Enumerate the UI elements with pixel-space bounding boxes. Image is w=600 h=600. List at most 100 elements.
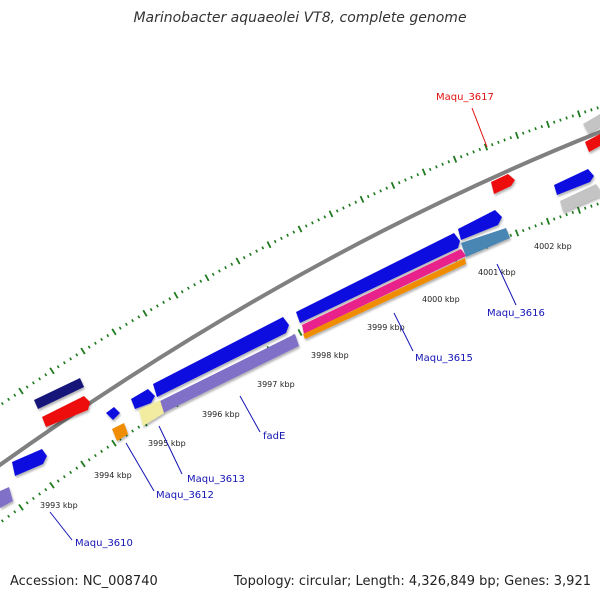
outer-rail-tick (118, 326, 122, 330)
outer-rail-tick (124, 322, 128, 326)
inner-rail-tick (552, 217, 556, 221)
outer-rail-tick (435, 165, 438, 169)
outer-rail-tick (31, 381, 35, 385)
leader-maqu-3613 (158, 425, 183, 475)
outer-rail-tick (528, 129, 531, 133)
outer-rail-tick (280, 236, 283, 240)
gene-red-left (42, 396, 90, 427)
inner-rail-tick (571, 210, 575, 215)
outer-rail-tick (410, 175, 413, 179)
gene-blue-large-1 (296, 233, 460, 323)
outer-rail-tick (571, 114, 575, 118)
outer-rail-tick (546, 120, 550, 128)
inner-rail-tick (0, 519, 4, 523)
outer-rail-tick (100, 337, 104, 342)
inner-rail-tick (131, 429, 135, 433)
kbp-label-3994: 3994 kbp (94, 471, 132, 480)
outer-rail-tick (49, 367, 55, 375)
leader-maqu-3615 (393, 312, 414, 352)
outer-rail-tick (540, 124, 544, 129)
outer-rail-tick (447, 160, 451, 164)
kbp-label-3999: 3999 kbp (367, 323, 405, 332)
outer-rail-tick (261, 246, 265, 250)
inner-rail-tick (590, 204, 593, 208)
outer-rail-tick (180, 290, 184, 294)
outer-rail-tick (483, 143, 489, 151)
outer-rail-tick (348, 203, 351, 207)
outer-rail-tick (168, 297, 172, 301)
outer-rail-tick (255, 249, 258, 253)
outer-rail-tick (292, 230, 296, 234)
gene-maqu-3615-orange (303, 258, 466, 339)
outer-rail-tick (328, 210, 334, 218)
outer-rail-tick (75, 353, 79, 357)
outer-tick-rail (0, 106, 599, 406)
inner-rail-tick (137, 425, 141, 429)
gene-label-fadE: fadE (263, 431, 285, 442)
outer-rail-tick (416, 173, 420, 177)
outer-rail-tick (218, 269, 221, 273)
outer-rail-tick (584, 110, 587, 114)
outer-rail-tick (25, 385, 29, 389)
outer-rail-tick (93, 341, 97, 345)
outer-rail-tick (44, 373, 48, 377)
outer-rail-tick (311, 221, 314, 225)
outer-rail-tick (335, 209, 339, 213)
outer-rail-tick (452, 155, 458, 163)
gene-gray-right (560, 184, 600, 212)
leader-maqu-3616 (496, 263, 517, 306)
outer-rail-tick (56, 365, 60, 369)
outer-rail-tick (187, 286, 190, 290)
outer-rail-tick (472, 150, 475, 154)
outer-rail-tick (162, 300, 165, 304)
inner-rail-tick (75, 466, 79, 470)
outer-rail-tick (249, 252, 252, 256)
gene-label-maqu-3613: Maqu_3613 (187, 474, 245, 485)
outer-rail-tick (193, 283, 196, 287)
map-title: Marinobacter aquaeolei VT8, complete gen… (133, 10, 467, 26)
inner-rail-tick (583, 206, 587, 210)
inner-rail-tick (7, 514, 11, 518)
gene-red-top-right (585, 134, 600, 152)
gene-fadE (160, 334, 299, 413)
outer-rail-tick (514, 131, 520, 140)
outer-rail-tick (304, 224, 308, 228)
inner-rail-tick (18, 503, 24, 511)
inner-rail-tick (521, 228, 525, 233)
gene-label-maqu-3617: Maqu_3617 (436, 92, 494, 103)
kbp-label-4000: 4000 kbp (422, 295, 460, 304)
outer-rail-tick (421, 168, 427, 176)
inner-rail-tick (93, 453, 97, 458)
outer-rail-tick (111, 328, 117, 336)
outer-rail-tick (379, 189, 382, 193)
gene-maqu-3617 (491, 174, 515, 194)
inner-rail-tick (534, 224, 537, 228)
inner-rail-tick (545, 217, 551, 225)
outer-rail-tick (478, 147, 482, 152)
outer-rail-tick (230, 262, 234, 266)
inner-rail-tick (80, 460, 86, 468)
outer-rail-tick (211, 272, 215, 277)
outer-rail-tick (137, 315, 141, 319)
inner-rail-tick (100, 449, 104, 454)
inner-rail-tick (49, 481, 55, 489)
outer-rail-tick (534, 127, 537, 131)
inner-rail-tick (56, 479, 60, 483)
outer-rail-tick (317, 218, 320, 222)
outer-rail-tick (106, 334, 110, 338)
kbp-label-3993: 3993 kbp (40, 501, 78, 510)
inner-rail-tick (106, 445, 110, 449)
outer-rail-tick (596, 106, 599, 110)
inner-rail-tick (540, 221, 544, 226)
kbp-label-3998: 3998 kbp (311, 351, 349, 360)
kbp-label-3996: 3996 kbp (202, 410, 240, 419)
outer-rail-tick (323, 215, 327, 219)
inner-rail-tick (69, 470, 73, 475)
outer-rail-tick (552, 120, 556, 124)
outer-rail-tick (373, 192, 376, 196)
gene-label-maqu-3610: Maqu_3610 (75, 538, 133, 549)
inner-rail-tick (559, 215, 562, 219)
leader-fadE (239, 395, 261, 433)
outer-rail-tick (466, 152, 469, 156)
